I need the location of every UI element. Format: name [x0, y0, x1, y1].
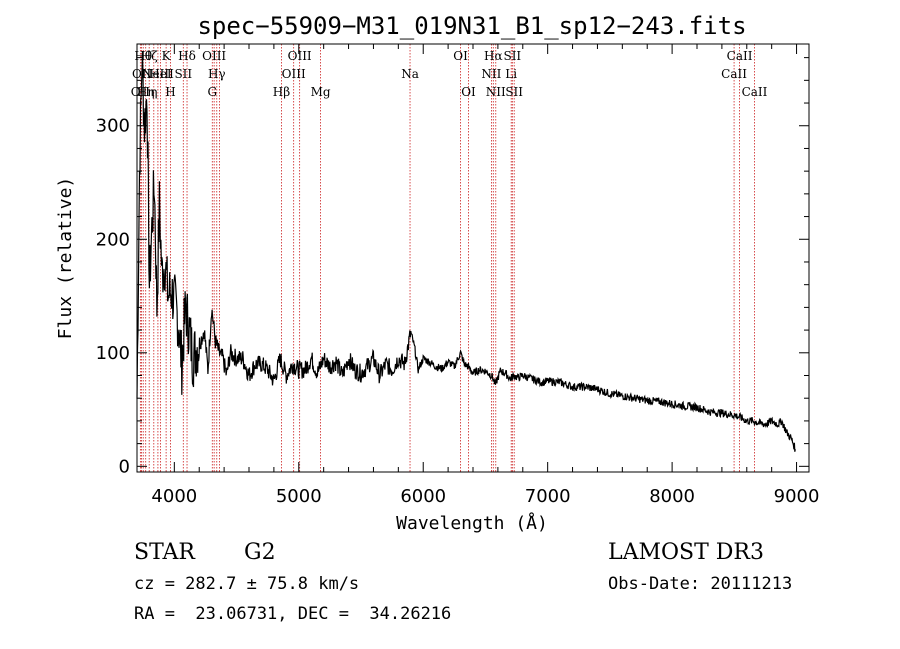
- survey-name: LAMOST DR3: [608, 540, 764, 565]
- line-marker-label: OIII: [282, 67, 306, 81]
- plot-frame: [136, 43, 810, 473]
- x-tick-label: 9000: [774, 486, 820, 507]
- line-marker-label: Na: [401, 67, 419, 81]
- x-axis-ticks: 4000 5000 6000 7000 8000 9000: [151, 44, 819, 507]
- y-tick-label: 200: [96, 229, 130, 250]
- line-marker-label: η: [150, 85, 157, 99]
- line-marker-label: Hθ: [134, 49, 152, 63]
- line-marker-label: HeI: [149, 67, 172, 81]
- x-tick-label: 8000: [649, 486, 695, 507]
- x-axis-label: Wavelength (Å): [396, 512, 548, 534]
- line-marker-label: Hα: [484, 49, 503, 63]
- line-marker-label: CaII: [742, 85, 768, 99]
- chart-title: spec−55909−M31_019N31_B1_sp12−243.fits: [197, 12, 746, 40]
- line-marker-label: Mg: [311, 85, 331, 99]
- line-marker-label: NII: [481, 67, 501, 81]
- y-tick-label: 300: [96, 116, 130, 137]
- line-marker-label: Hβ: [273, 85, 290, 99]
- line-marker-label: K: [162, 49, 172, 63]
- line-marker-label: CaII: [721, 67, 747, 81]
- y-tick-label: 100: [96, 343, 130, 364]
- line-marker-label: Hδ: [178, 49, 196, 63]
- redshift-cz: cz = 282.7 ± 75.8 km/s: [134, 574, 360, 594]
- line-marker-label: NeIII: [142, 67, 174, 81]
- line-marker-label: SII: [503, 49, 521, 63]
- line-marker-label: SII: [505, 85, 523, 99]
- line-marker-label: Hζ: [141, 49, 158, 63]
- coordinates: RA = 23.06731, DEC = 34.26216: [134, 604, 452, 624]
- line-marker-label: Li: [505, 67, 517, 81]
- line-marker-label: Hγ: [208, 67, 226, 81]
- line-marker-label: OI: [461, 85, 476, 99]
- line-marker-label: G: [207, 85, 217, 99]
- line-marker-label: OIII: [288, 49, 312, 63]
- line-marker-label: NII: [486, 85, 506, 99]
- y-axis-label: Flux (relative): [55, 177, 76, 340]
- x-tick-label: 4000: [151, 486, 197, 507]
- obs-date: Obs-Date: 20111213: [608, 574, 793, 594]
- line-marker-label: H: [165, 85, 175, 99]
- x-tick-label: 6000: [400, 486, 446, 507]
- object-class: STAR: [134, 540, 195, 565]
- emission-line-labels: OIIOIIHθHηHζηNeIIIHeIKHSIIHδGOIIIHγHβOII…: [131, 49, 768, 99]
- emission-line-markers: [139, 44, 755, 472]
- y-tick-label: 0: [119, 456, 130, 477]
- x-tick-label: 5000: [276, 486, 322, 507]
- spectrum-line: [136, 53, 796, 452]
- x-tick-label: 7000: [525, 486, 571, 507]
- object-subclass: G2: [244, 540, 276, 565]
- line-marker-label: OI: [453, 49, 468, 63]
- line-marker-label: OIII: [202, 49, 226, 63]
- line-marker-label: CaII: [727, 49, 753, 63]
- line-marker-label: OII: [131, 85, 151, 99]
- line-marker-label: SII: [174, 67, 192, 81]
- y-axis-ticks: 0 100 200 300: [96, 57, 809, 477]
